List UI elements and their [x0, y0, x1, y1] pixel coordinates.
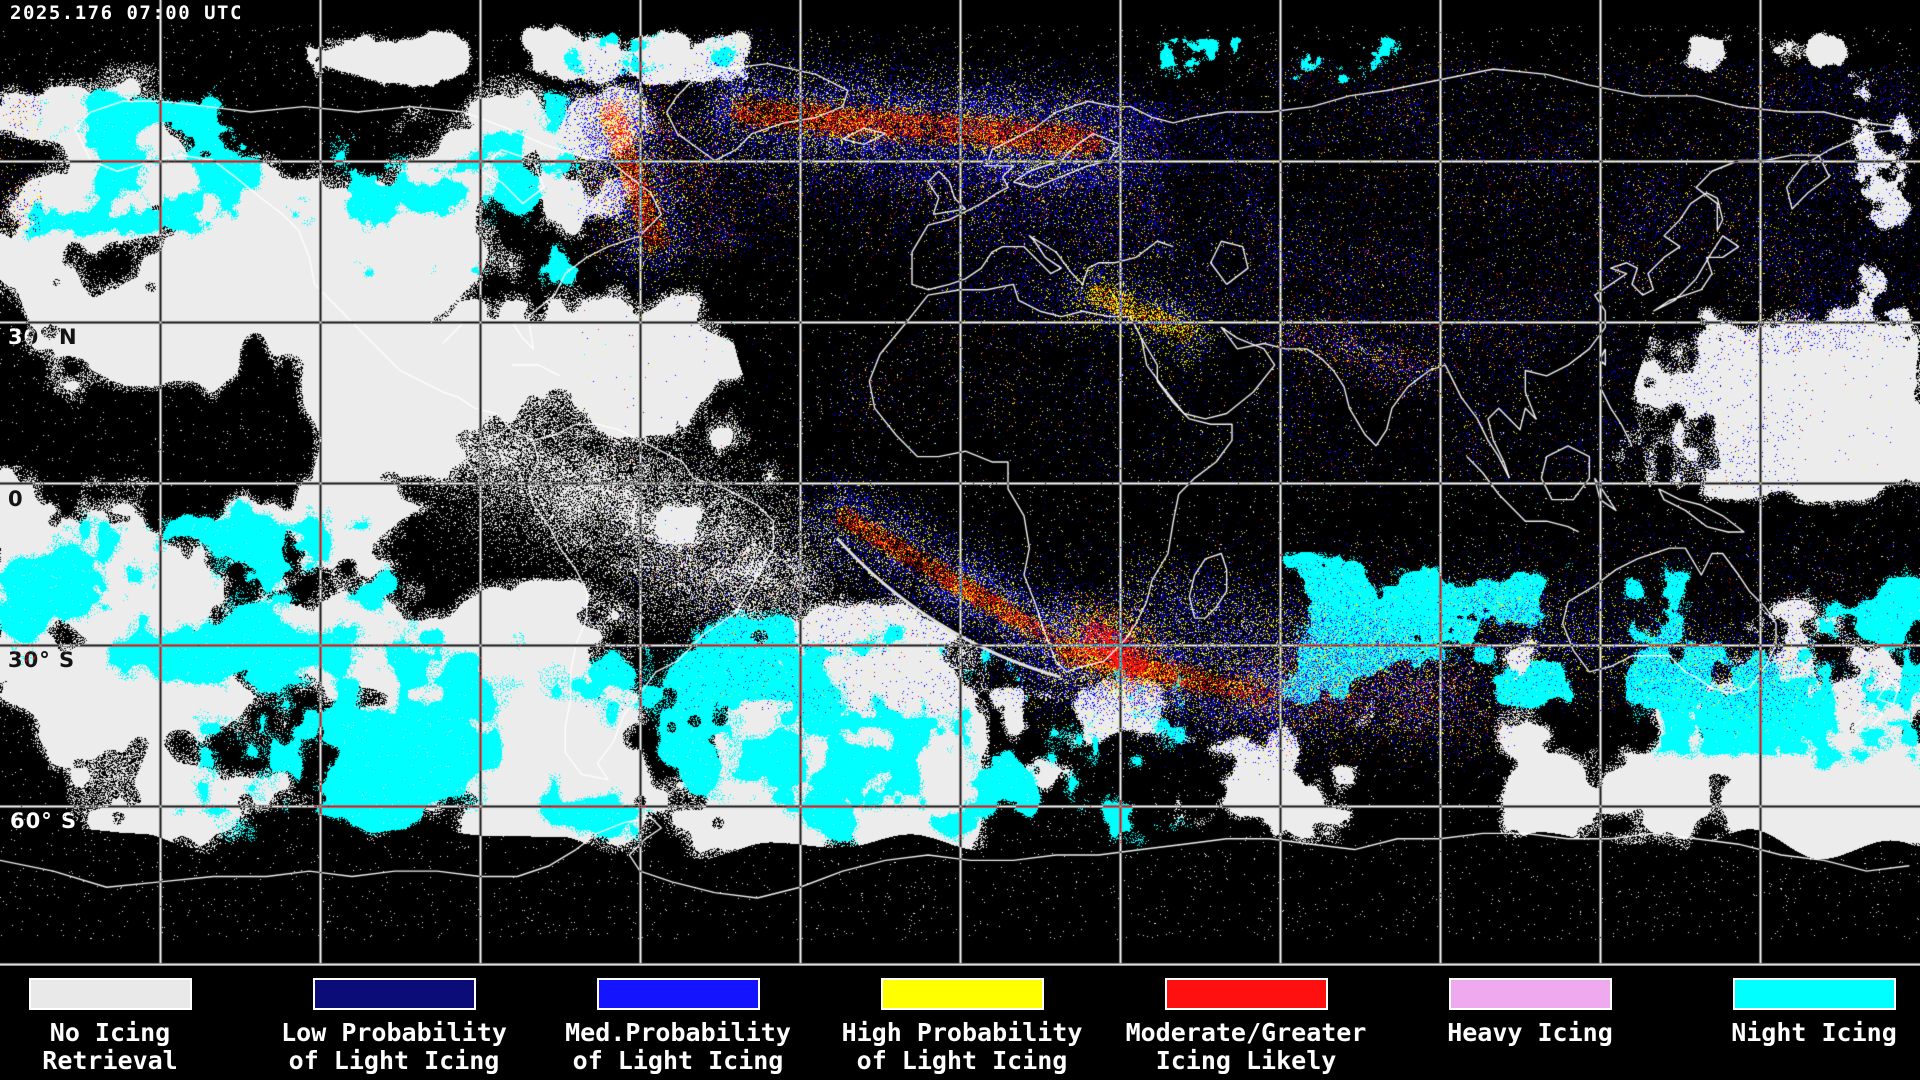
legend-swatch-high-prob-light-icing	[880, 978, 1044, 1010]
lat-label-0: 0	[8, 487, 24, 511]
lat-label-30s: 30° S	[8, 648, 76, 672]
legend-swatch-night-icing	[1732, 978, 1896, 1010]
legend-label-line: Low Probability	[281, 1018, 507, 1047]
legend-item-night-icing: Night Icing	[1674, 966, 1920, 1047]
legend-swatch-med-prob-light-icing	[596, 978, 760, 1010]
legend-item-heavy-icing: Heavy Icing	[1390, 966, 1670, 1047]
world-icing-map: 2025.176 07:00 UTC 30° N 0 30° S 60° S	[0, 0, 1920, 966]
legend-item-no-icing-retrieval: No Icing Retrieval	[0, 966, 250, 1075]
icing-map-canvas	[0, 0, 1920, 966]
legend-item-moderate-greater-icing: Moderate/Greater Icing Likely	[1106, 966, 1386, 1075]
legend-label-line: of Light Icing	[288, 1046, 500, 1075]
lat-label-60s: 60° S	[10, 809, 78, 833]
lat-label-30n: 30° N	[8, 325, 78, 349]
legend-item-med-prob-light-icing: Med.Probability of Light Icing	[538, 966, 818, 1075]
legend-item-low-prob-light-icing: Low Probability of Light Icing	[254, 966, 534, 1075]
legend-item-high-prob-light-icing: High Probability of Light Icing	[822, 966, 1102, 1075]
legend-swatch-no-icing-retrieval	[28, 978, 192, 1010]
legend-label-line: No Icing	[49, 1018, 171, 1047]
legend-label-line: of Light Icing	[856, 1046, 1068, 1075]
legend-label-line: Moderate/Greater	[1125, 1018, 1367, 1047]
legend-bar: No Icing Retrieval Low Probability of Light…	[0, 966, 1920, 1080]
legend-label-line: of Light Icing	[572, 1046, 784, 1075]
legend-label-line: Icing Likely	[1155, 1046, 1337, 1075]
timestamp-label: 2025.176 07:00 UTC	[10, 2, 243, 24]
legend-label-line: Heavy Icing	[1447, 1018, 1613, 1047]
legend-label-line: Med.Probability	[565, 1018, 791, 1047]
legend-swatch-low-prob-light-icing	[312, 978, 476, 1010]
legend-label-line: High Probability	[841, 1018, 1083, 1047]
legend-label-line: Retrieval	[42, 1046, 178, 1075]
legend-label-line: Night Icing	[1731, 1018, 1897, 1047]
legend-swatch-heavy-icing	[1448, 978, 1612, 1010]
legend-swatch-moderate-greater-icing	[1164, 978, 1328, 1010]
